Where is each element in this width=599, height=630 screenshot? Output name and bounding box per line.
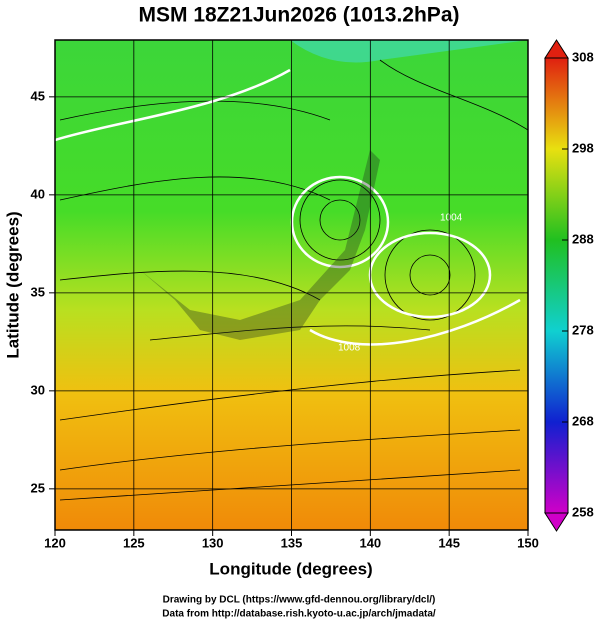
y-tick-label: 40: [31, 186, 45, 201]
y-tick-label: 45: [31, 88, 45, 103]
pressure-contours: [55, 68, 521, 346]
x-tick-label: 125: [123, 535, 145, 550]
colorbar-tick-label: 268: [572, 413, 594, 428]
x-axis-label: Longitude (degrees): [209, 559, 372, 578]
credit: Drawing by DCL (https://www.gfd-dennou.o…: [163, 595, 436, 606]
x-tick-label: 120: [44, 535, 66, 550]
colorbar-extend-bottom: [544, 512, 569, 532]
x-tick-label: 135: [281, 535, 303, 550]
y-tick-label: 35: [31, 284, 45, 299]
colorbar: [544, 57, 569, 514]
x-tick-label: 150: [517, 535, 539, 550]
credit: Data from http://database.rish.kyoto-u.a…: [162, 609, 436, 620]
contour-label: 1008: [338, 343, 361, 354]
x-tick-label: 130: [202, 535, 224, 550]
cool-region: [290, 40, 528, 63]
x-tick-label: 145: [438, 535, 460, 550]
colorbar-tick-label: 258: [572, 504, 594, 519]
x-tick-label: 140: [359, 535, 381, 550]
y-axis-label: Latitude (degrees): [3, 211, 22, 358]
colorbar-tick-label: 308: [572, 49, 594, 64]
title: MSM 18Z21Jun2026 (1013.2hPa): [139, 4, 460, 27]
y-tick-label: 30: [31, 382, 45, 397]
colorbar-tick-label: 278: [572, 322, 594, 337]
colorbar-tick-label: 298: [572, 140, 594, 155]
contour-label: 1004: [440, 213, 463, 224]
colorbar-tick-label: 288: [572, 231, 594, 246]
colorbar-extend-top: [544, 39, 569, 59]
y-tick-label: 25: [31, 480, 45, 495]
